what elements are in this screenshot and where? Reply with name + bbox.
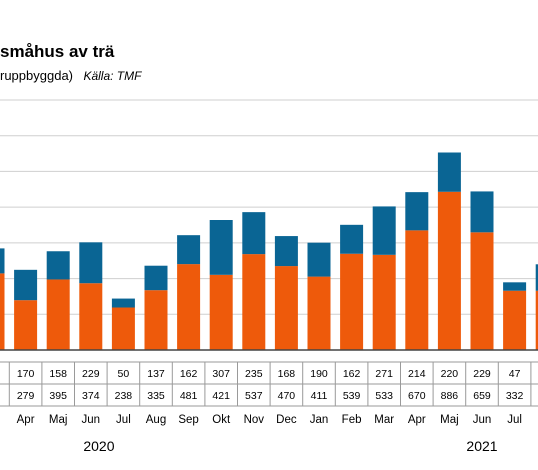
bar-segment-bottom xyxy=(111,307,135,350)
bar-segment-top xyxy=(46,251,70,280)
bar-segment-top xyxy=(470,191,494,233)
bar-segment-top xyxy=(79,242,103,284)
bar-segment-bottom xyxy=(177,264,201,350)
bar-segment-bottom xyxy=(437,191,461,350)
table-cell: 332 xyxy=(506,390,524,402)
table-cell: 659 xyxy=(473,390,491,402)
table-cell: 220 xyxy=(441,368,459,380)
bar-segment-bottom xyxy=(307,276,331,350)
table-cell: 170 xyxy=(17,368,35,380)
table-cell: 238 xyxy=(115,390,133,402)
bar-segment-bottom xyxy=(144,290,168,350)
table-cell: 158 xyxy=(49,368,67,380)
data-table: 170 158 229 50 137 162 307 235 168 190 162 271 214 22… xyxy=(0,349,538,407)
month-label: Jul xyxy=(507,414,522,426)
month-label: Apr xyxy=(17,414,35,426)
month-label: Sep xyxy=(178,414,198,426)
year-label: 2021 xyxy=(466,438,497,454)
table-cell: 395 xyxy=(49,390,67,402)
bar-segment-bottom xyxy=(340,253,364,350)
table-cell: 229 xyxy=(82,368,100,380)
month-label: Jun xyxy=(82,414,101,426)
month-label: Aug xyxy=(146,414,166,426)
table-cell: 886 xyxy=(441,390,459,402)
month-label: Maj xyxy=(49,414,68,426)
bar-segment-top xyxy=(405,192,429,231)
bar-segment-top xyxy=(144,265,168,291)
bar-segment-bottom xyxy=(46,279,70,350)
month-label: Jul xyxy=(116,414,131,426)
bar-segment-top xyxy=(111,298,135,308)
bar-segment-bottom xyxy=(535,290,538,350)
bar-segment-top xyxy=(307,242,331,277)
bar-segment-top xyxy=(209,220,233,275)
bar-segment-bottom xyxy=(242,254,266,350)
month-label: Jan xyxy=(310,414,329,426)
table-cell: 47 xyxy=(509,368,521,380)
month-label: Okt xyxy=(212,414,231,426)
table-cell: 235 xyxy=(245,368,263,380)
bar-segment-top xyxy=(535,264,538,291)
year-label: 2020 xyxy=(83,438,114,454)
table-cell: 214 xyxy=(408,368,426,380)
table-cell: 162 xyxy=(180,368,198,380)
month-label: Apr xyxy=(408,414,426,426)
table-cell: 481 xyxy=(180,390,198,402)
year-labels: 2020 2021 xyxy=(83,438,497,454)
table-cell: 470 xyxy=(278,390,296,402)
bar-segment-top xyxy=(0,248,5,274)
month-label: Dec xyxy=(276,414,297,426)
table-cell: 168 xyxy=(278,368,296,380)
bar-segment-bottom xyxy=(503,290,527,350)
table-cell: 162 xyxy=(343,368,361,380)
bar-segment-top xyxy=(274,236,298,267)
bar-segment-top xyxy=(372,206,396,255)
bar-segment-top xyxy=(14,269,38,301)
table-cell: 137 xyxy=(147,368,165,380)
bar-segment-top xyxy=(340,224,364,254)
bars xyxy=(0,152,538,350)
table-cell: 271 xyxy=(375,368,393,380)
chart-subtitle: ruppbyggda) xyxy=(0,68,73,83)
table-cell: 50 xyxy=(118,368,130,380)
month-label: Feb xyxy=(342,414,362,426)
bar-segment-bottom xyxy=(209,274,233,350)
table-cell: 229 xyxy=(473,368,491,380)
bar-segment-bottom xyxy=(274,266,298,350)
table-cell: 190 xyxy=(310,368,328,380)
month-label: Nov xyxy=(244,414,265,426)
table-cell: 307 xyxy=(212,368,230,380)
chart-title: småhus av trä xyxy=(0,42,115,61)
table-cell: 421 xyxy=(212,390,230,402)
month-label: Mar xyxy=(374,414,394,426)
chart-subtitle-line: ruppbyggda) Källa: TMF xyxy=(0,67,142,84)
bar-segment-top xyxy=(177,235,201,265)
bar-segment-bottom xyxy=(79,283,103,350)
bar-segment-top xyxy=(242,212,266,255)
month-labels: rAprMajJunJulAugSepOktNovDecJanFebMarApr… xyxy=(17,414,522,426)
month-label: Maj xyxy=(440,414,459,426)
chart-source: Källa: TMF xyxy=(83,69,142,83)
bar-segment-bottom xyxy=(14,300,38,350)
bar-segment-top xyxy=(503,282,527,291)
table-cell: 533 xyxy=(375,390,393,402)
bar-segment-top xyxy=(437,152,461,192)
table-cell: 374 xyxy=(82,390,100,402)
bar-segment-bottom xyxy=(0,273,5,350)
table-cell: 335 xyxy=(147,390,165,402)
bar-segment-bottom xyxy=(470,232,494,350)
table-cell: 670 xyxy=(408,390,426,402)
bar-segment-bottom xyxy=(405,230,429,350)
table-cell: 279 xyxy=(17,390,35,402)
table-cell: 411 xyxy=(311,390,328,402)
table-cell: 537 xyxy=(245,390,263,402)
bar-segment-bottom xyxy=(372,254,396,350)
month-label: Jun xyxy=(473,414,492,426)
table-cell: 539 xyxy=(343,390,361,402)
